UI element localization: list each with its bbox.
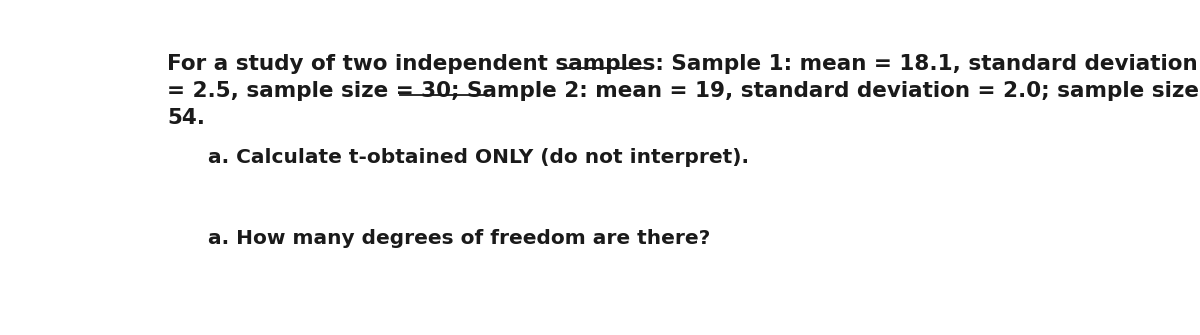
Text: 54.: 54. bbox=[167, 108, 205, 128]
Text: For a study of two independent samples: Sample 1: mean = 18.1, standard deviatio: For a study of two independent samples: … bbox=[167, 54, 1198, 74]
Text: = 2.5, sample size = 30; Sample 2: mean = 19, standard deviation = 2.0; sample s: = 2.5, sample size = 30; Sample 2: mean … bbox=[167, 81, 1200, 101]
Text: a. Calculate t-obtained ONLY (do not interpret).: a. Calculate t-obtained ONLY (do not int… bbox=[208, 148, 749, 167]
Text: a. How many degrees of freedom are there?: a. How many degrees of freedom are there… bbox=[208, 229, 710, 248]
